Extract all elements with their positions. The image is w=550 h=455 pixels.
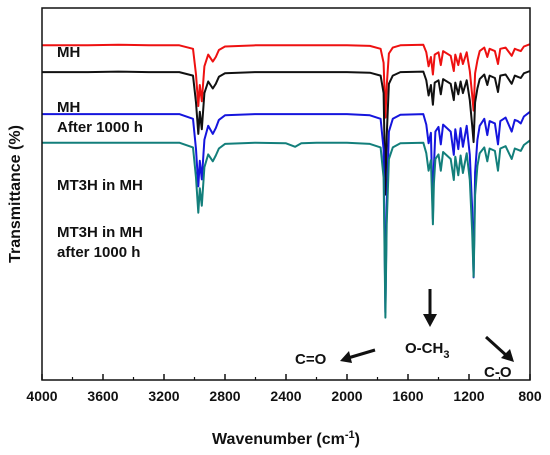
x-tick-label-7: 1200 (453, 388, 484, 404)
arrowhead-o-ch3 (423, 314, 437, 327)
x-tick-label-2: 3200 (148, 388, 179, 404)
arrowhead-c-o (501, 349, 514, 362)
x-axis-label: Wavenumber (cm-1) (212, 429, 360, 448)
x-tick-label-0: 4000 (26, 388, 57, 404)
series-line-1 (42, 70, 531, 196)
series-label-mt3h-aged-line2: after 1000 h (57, 244, 140, 261)
x-tick-label-5: 2000 (331, 388, 362, 404)
series-label-mh-aged-line2: After 1000 h (57, 119, 143, 136)
x-tick-label-8: 800 (518, 388, 542, 404)
x-axis-label-sup: -1 (345, 429, 355, 441)
x-tick-label-4: 2400 (270, 388, 301, 404)
series-label-mh-aged-line1: MH (57, 99, 80, 116)
arrowhead-c-double-o (340, 351, 352, 363)
x-tick-label-1: 3600 (87, 388, 118, 404)
annotation-o-ch3-sub: 3 (443, 349, 449, 361)
x-axis-label-close: ) (355, 431, 360, 448)
series-line-3 (42, 139, 531, 319)
series-line-0 (42, 43, 531, 119)
y-axis-label: Transmittance (%) (7, 125, 24, 263)
annotation-o-ch3-main: O-CH (405, 340, 443, 357)
x-tick-label-3: 2800 (209, 388, 240, 404)
annotation-c-double-o: C=O (295, 351, 327, 368)
plot-frame (41, 7, 531, 381)
series-label-mt3h-aged-line1: MT3H in MH (57, 224, 143, 241)
x-axis-label-main: Wavenumber (cm (212, 431, 345, 448)
series-layer (42, 43, 531, 319)
x-tick-label-6: 1600 (392, 388, 423, 404)
arrow-c-double-o (347, 348, 376, 360)
annotation-c-o: C-O (484, 364, 512, 381)
series-label-mh: MH (57, 44, 80, 61)
arrow-c-o (484, 335, 509, 358)
x-ticks: 4000 3600 3200 2800 2400 2000 1600 1200 800 (26, 374, 542, 404)
series-label-mt3h: MT3H in MH (57, 177, 143, 194)
annotation-o-ch3: O-CH3 (405, 340, 449, 361)
